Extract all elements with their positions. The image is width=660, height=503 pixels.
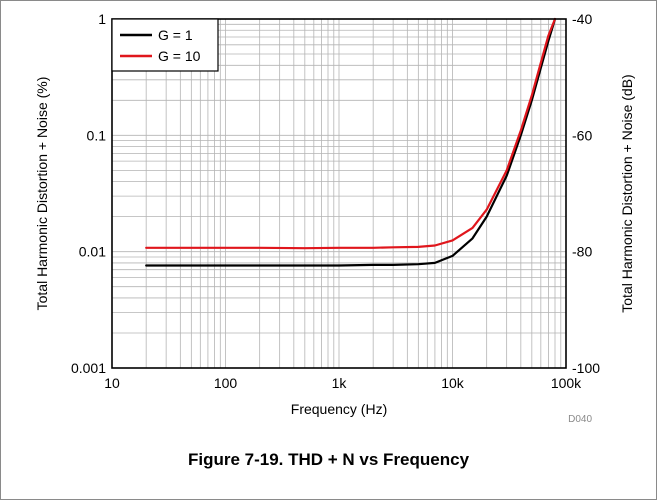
legend-label-g10: G = 10 [158,48,201,64]
x-tick-label: 10 [104,375,120,391]
y-tick-label-right: -80 [572,244,592,260]
y-tick-label-left: 1 [98,11,106,27]
figure-caption: Figure 7-19. THD + N vs Frequency [187,450,470,469]
figure-code: D040 [568,414,592,425]
y-tick-label-right: -100 [572,360,600,376]
x-tick-label: 100 [214,375,238,391]
y-tick-label-left: 0.01 [79,244,106,260]
legend-box [111,18,219,72]
plot-area-border [111,18,567,369]
y-tick-label-left: 0.001 [71,360,106,376]
x-tick-label: 1k [332,375,348,391]
y-tick-label-right: -60 [572,127,592,143]
legend-label-g1: G = 1 [158,27,193,43]
x-tick-label: 10k [441,375,465,391]
x-axis-label: Frequency (Hz) [291,401,387,417]
y-tick-label-left: 0.1 [87,127,107,143]
series-line-g10 [145,17,557,250]
x-tick-label: 100k [551,375,582,391]
y-axis-label-left: Total Harmonic Distortion + Noise (%) [34,77,50,311]
y-axis-label-right: Total Harmonic Distortion + Noise (dB) [619,74,635,312]
y-tick-label-right: -40 [572,11,592,27]
series-line-g1 [145,17,557,267]
